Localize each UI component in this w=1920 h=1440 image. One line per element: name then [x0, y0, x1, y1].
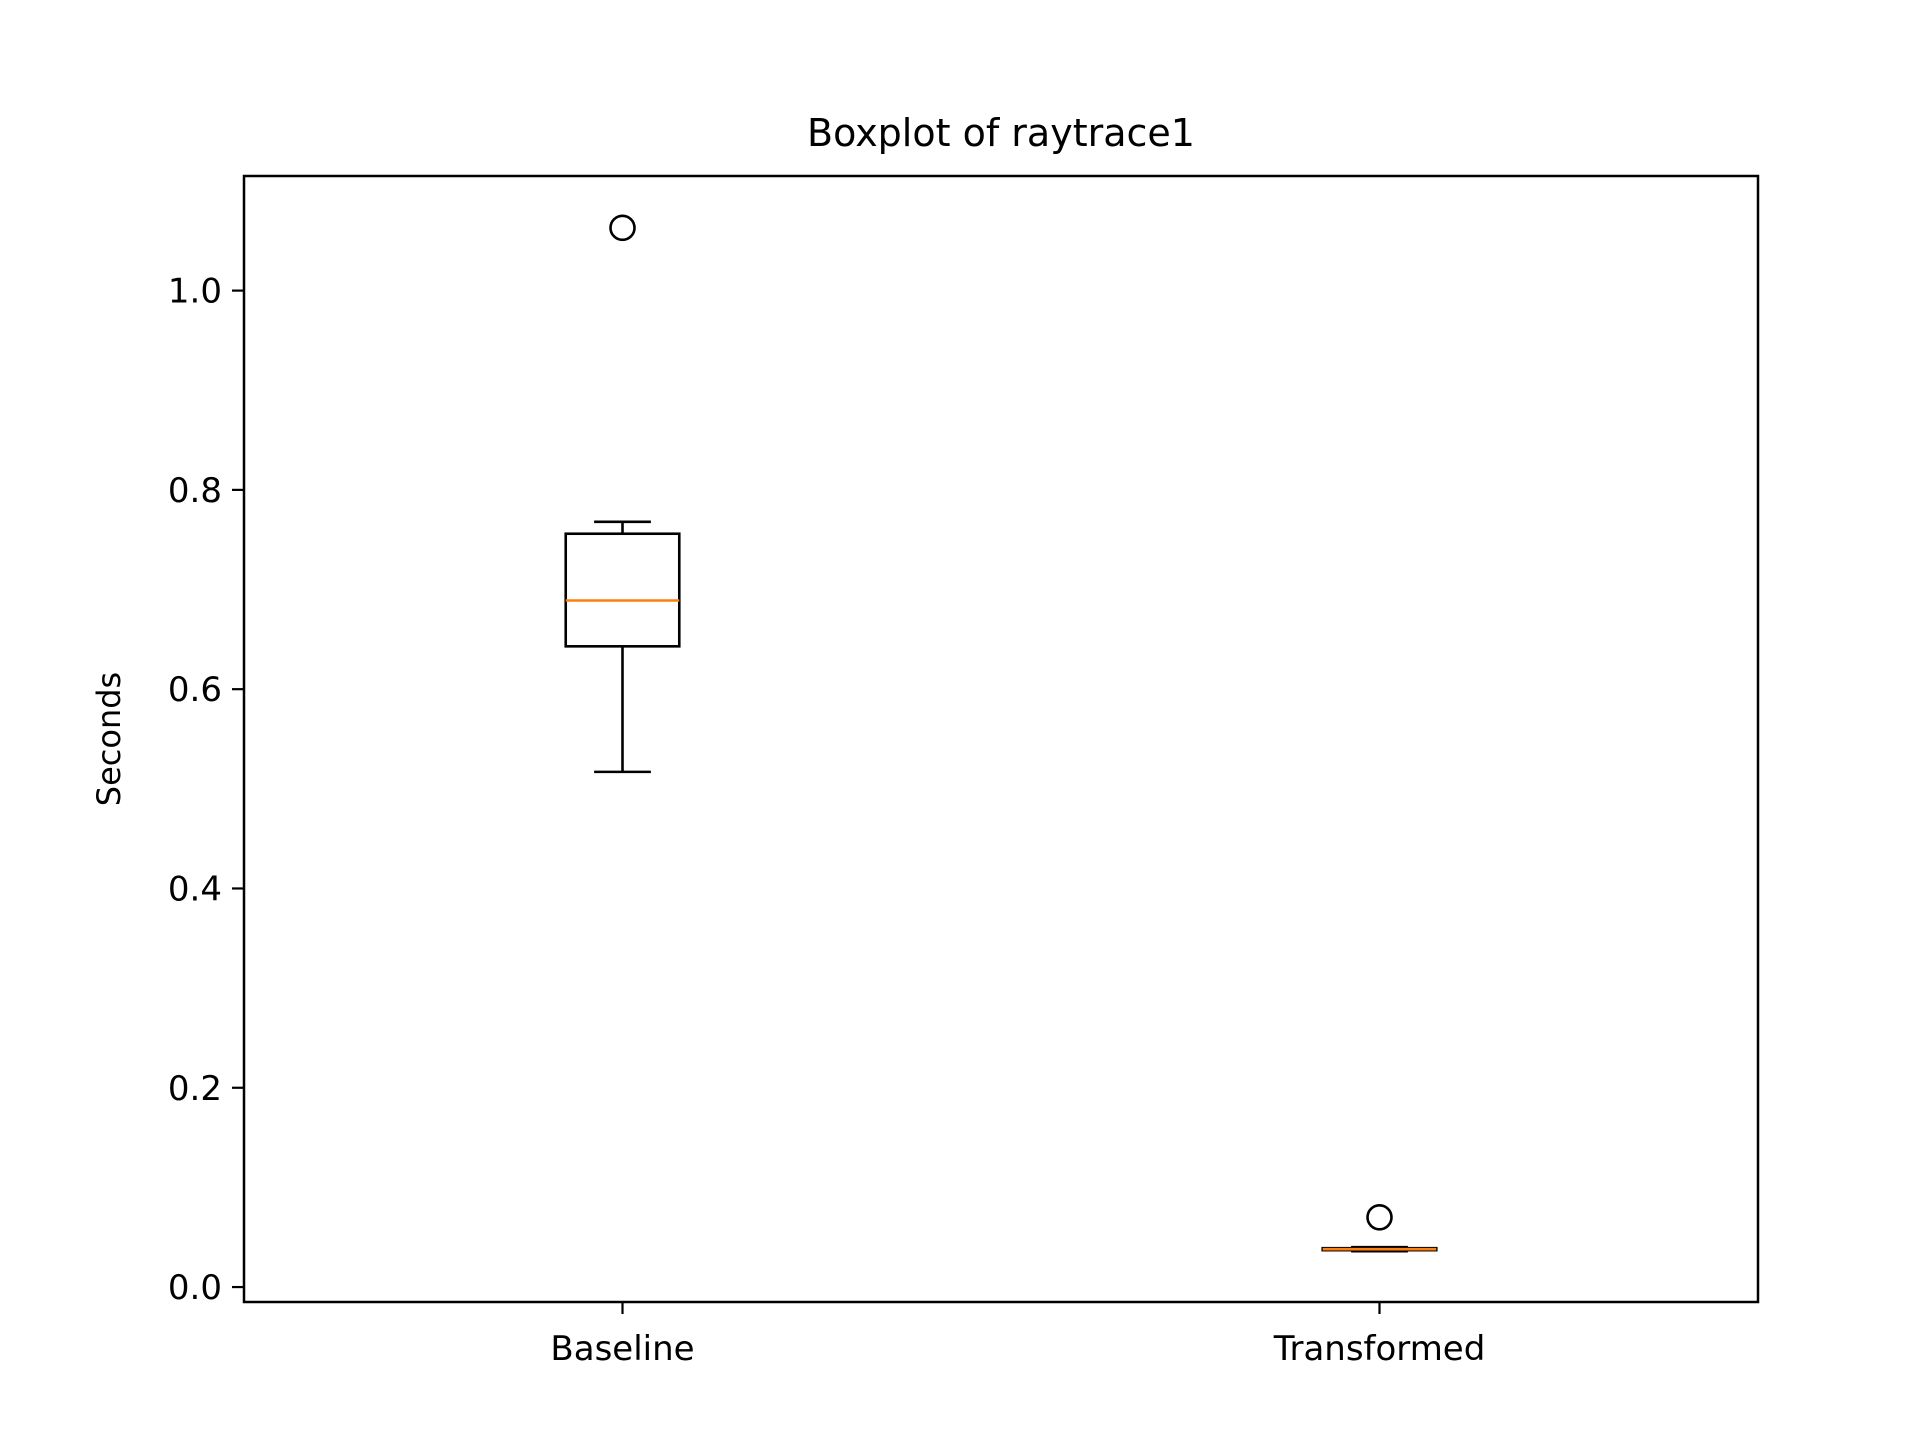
x-axis-ticks: Baseline Transformed	[550, 1302, 1485, 1369]
y-tick-label: 0.2	[168, 1069, 222, 1109]
y-tick-label: 0.6	[168, 670, 222, 710]
y-axis-label: Seconds	[90, 672, 128, 806]
x-tick-label: Transformed	[1273, 1329, 1486, 1369]
plot-area-frame	[242, 174, 1760, 1304]
y-axis-ticks: 0.0 0.2 0.4 0.6 0.8 1.0	[168, 272, 244, 1308]
y-tick-label: 0.0	[168, 1268, 222, 1308]
outlier-point	[609, 214, 636, 242]
y-tick-label: 0.8	[168, 471, 222, 511]
y-tick-label: 1.0	[168, 272, 222, 312]
box-group-transformed	[1321, 1204, 1438, 1253]
x-tick-label: Baseline	[550, 1329, 694, 1369]
boxes-layer	[564, 214, 1438, 1253]
outlier-point	[1366, 1204, 1393, 1231]
y-tick-label: 0.4	[168, 869, 222, 909]
box-iqr	[564, 532, 681, 648]
chart-title: Boxplot of raytrace1	[807, 111, 1195, 155]
box-group-baseline	[564, 214, 681, 774]
